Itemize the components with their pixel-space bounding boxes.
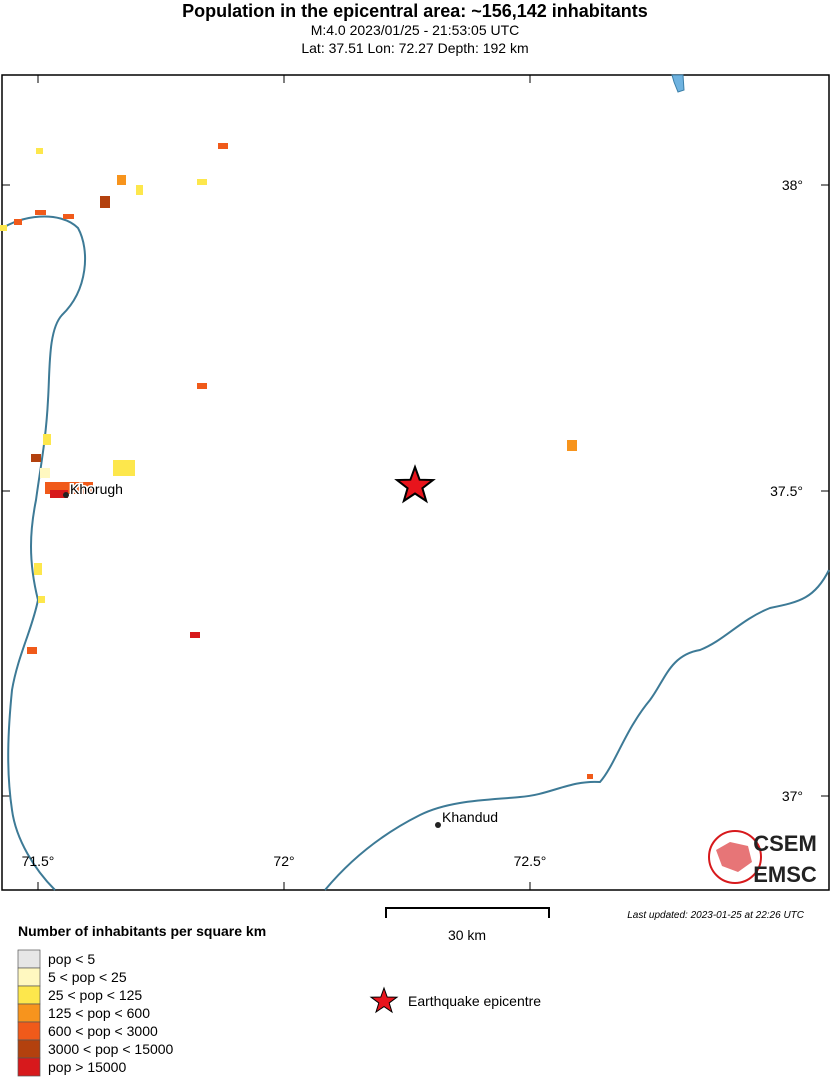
legend-swatch bbox=[17, 949, 41, 969]
legend-label: 5 < pop < 25 bbox=[48, 969, 127, 985]
location: Lat: 37.51 Lon: 72.27 Depth: 192 km bbox=[301, 40, 528, 56]
legend-swatch bbox=[17, 1021, 41, 1041]
lon-label: 72.5° bbox=[514, 853, 547, 869]
place-dot bbox=[435, 822, 441, 828]
place-label: Khandud bbox=[442, 809, 498, 825]
lon-label: 71.5° bbox=[22, 853, 55, 869]
rivers bbox=[0, 215, 830, 891]
lat-label: 38° bbox=[782, 177, 803, 193]
legend-swatch bbox=[17, 985, 41, 1005]
lat-label: 37.5° bbox=[770, 483, 803, 499]
legend-label: 25 < pop < 125 bbox=[48, 987, 142, 1003]
legend-label: 3000 < pop < 15000 bbox=[48, 1041, 174, 1057]
legend-swatch bbox=[17, 1039, 41, 1059]
graticule bbox=[2, 75, 829, 890]
legend-label: 600 < pop < 3000 bbox=[48, 1023, 158, 1039]
legend-swatch bbox=[17, 967, 41, 987]
logo-text: EMSC bbox=[753, 862, 817, 887]
subtitle: M:4.0 2023/01/25 - 21:53:05 UTC bbox=[311, 22, 520, 38]
lat-label: 37° bbox=[782, 788, 803, 804]
epicentre-star bbox=[394, 464, 436, 504]
place-dot bbox=[63, 492, 69, 498]
legend-epicentre: Earthquake epicentre bbox=[408, 993, 541, 1009]
legend-swatch bbox=[17, 1003, 41, 1023]
logo-text: CSEM bbox=[753, 831, 817, 856]
scale-label: 30 km bbox=[448, 927, 486, 943]
legend-title: Number of inhabitants per square km bbox=[18, 923, 266, 939]
legend-swatch bbox=[17, 1057, 41, 1077]
place-label: Khorugh bbox=[70, 481, 123, 497]
legend-label: pop < 5 bbox=[48, 951, 95, 967]
last-updated: Last updated: 2023-01-25 at 22:26 UTC bbox=[627, 910, 805, 921]
scale-bar bbox=[385, 907, 550, 918]
logo: CSEM EMSC bbox=[708, 830, 817, 887]
title: Population in the epicentral area: ~156,… bbox=[182, 1, 648, 21]
legend-label: 125 < pop < 600 bbox=[48, 1005, 150, 1021]
lake bbox=[671, 74, 685, 93]
legend-label: pop > 15000 bbox=[48, 1059, 126, 1075]
lon-label: 72° bbox=[273, 853, 294, 869]
legend-star bbox=[369, 986, 399, 1014]
population-cells bbox=[0, 143, 593, 779]
